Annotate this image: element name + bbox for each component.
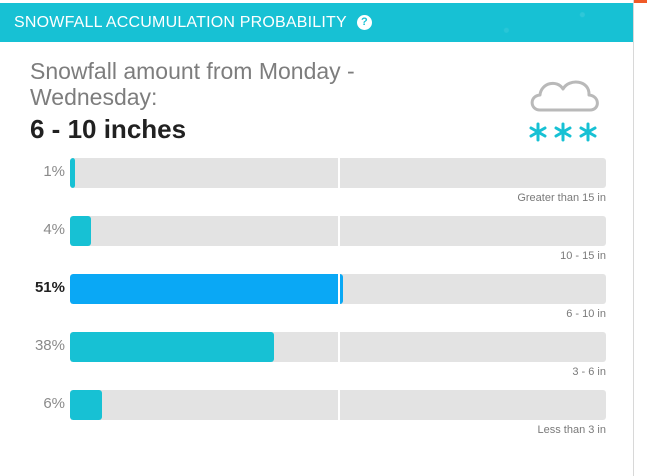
probability-row: 38% 3 - 6 in (0, 332, 634, 388)
probability-bar-track (70, 158, 606, 188)
probability-percent: 1% (43, 163, 65, 180)
card-title: SNOWFALL ACCUMULATION PROBABILITY (14, 13, 347, 31)
cloud-snow-icon (529, 80, 599, 142)
bar-midline (338, 216, 340, 246)
snowfall-range-label: 10 - 15 in (560, 250, 606, 262)
probability-row-selected: 51% 6 - 10 in (0, 274, 634, 330)
probability-bar-fill (70, 274, 344, 304)
probability-percent: 51% (34, 279, 65, 296)
card-header: SNOWFALL ACCUMULATION PROBABILITY ? (0, 3, 633, 42)
help-icon[interactable]: ? (356, 15, 372, 30)
snowfall-range-label: Less than 3 in (537, 424, 607, 436)
probability-percent: 6% (43, 395, 65, 412)
bar-midline (338, 332, 340, 362)
bar-midline (338, 390, 340, 420)
bar-midline (338, 274, 340, 304)
probability-bar-track (70, 332, 606, 362)
probability-percent: 4% (43, 221, 65, 238)
forecast-amount: 6 - 10 inches (30, 114, 187, 144)
probability-bar-fill (70, 216, 92, 246)
snowfall-range-label: Greater than 15 in (517, 192, 606, 204)
probability-bar-fill (70, 158, 76, 188)
snowfall-range-label: 3 - 6 in (572, 366, 606, 378)
probability-bar-track (70, 390, 606, 420)
probability-bar-track (70, 216, 606, 246)
forecast-subtitle: Snowfall amount from Monday - Wednesday: (30, 58, 355, 110)
probability-bar-fill (70, 390, 103, 420)
snowfall-range-label: 6 - 10 in (566, 308, 606, 320)
bar-midline (338, 158, 340, 188)
probability-row: 1% Greater than 15 in (0, 158, 634, 214)
snowfall-probability-card: SNOWFALL ACCUMULATION PROBABILITY ? Snow… (0, 0, 634, 476)
probability-row: 6% Less than 3 in (0, 390, 634, 446)
probability-bar-fill (70, 332, 274, 362)
probability-row: 4% 10 - 15 in (0, 216, 634, 272)
probability-bar-track (70, 274, 606, 304)
probability-percent: 38% (34, 337, 65, 354)
